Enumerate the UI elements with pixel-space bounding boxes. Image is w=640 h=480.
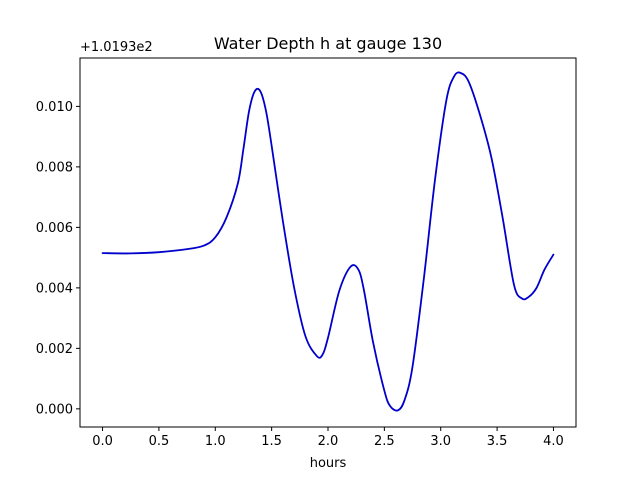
- y-tick-label: 0.000: [36, 402, 73, 417]
- x-tick-label: 1.5: [261, 434, 282, 449]
- x-tick-label: 4.0: [543, 434, 564, 449]
- x-tick-label: 2.0: [318, 434, 339, 449]
- y-offset-label: +1.0193e2: [80, 40, 153, 55]
- x-tick-label: 1.0: [205, 434, 226, 449]
- x-tick-label: 0.5: [149, 434, 170, 449]
- x-tick-label: 2.5: [374, 434, 395, 449]
- x-tick-label: 3.0: [430, 434, 451, 449]
- y-tick-label: 0.004: [36, 281, 73, 296]
- series-line-0: [101, 71, 555, 412]
- y-axis-ticks: 0.000 0.002 0.004 0.006 0.008 0.010: [36, 100, 80, 417]
- plot-area: [101, 71, 555, 412]
- x-tick-label: 0.0: [92, 434, 113, 449]
- x-tick-label: 3.5: [487, 434, 508, 449]
- x-axis-ticks: 0.0 0.5 1.0 1.5 2.0 2.5 3.0 3.5 4.0: [92, 427, 564, 449]
- y-tick-label: 0.008: [36, 160, 73, 175]
- chart-title: Water Depth h at gauge 130: [214, 34, 442, 53]
- y-tick-label: 0.006: [36, 221, 73, 236]
- x-axis-label: hours: [310, 456, 347, 471]
- y-tick-label: 0.010: [36, 100, 73, 115]
- y-tick-label: 0.002: [36, 342, 73, 357]
- plot-frame: [79, 57, 577, 428]
